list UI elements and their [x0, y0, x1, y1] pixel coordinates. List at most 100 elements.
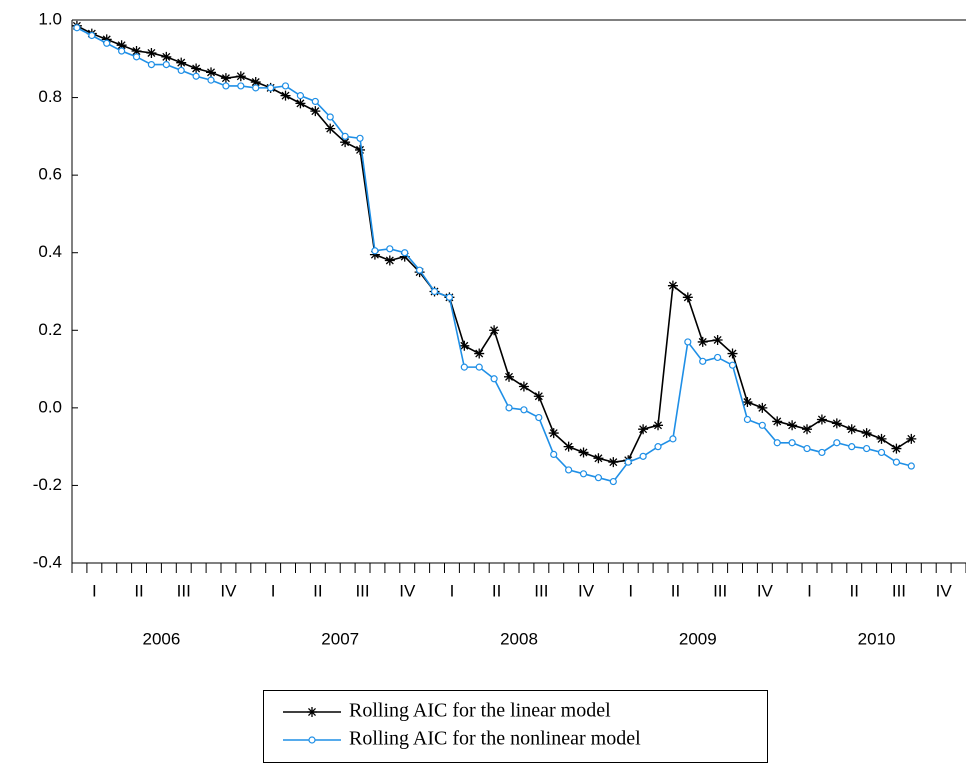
- data-point: [386, 245, 394, 253]
- data-point: [773, 439, 781, 447]
- data-point: [281, 82, 290, 90]
- data-point: [848, 443, 856, 451]
- data-point: [237, 82, 245, 90]
- legend-label: Rolling AIC for the nonlinear model: [349, 728, 641, 750]
- data-point: [460, 363, 468, 371]
- quarter-label: IV: [936, 581, 953, 600]
- data-point: [356, 134, 364, 142]
- data-point: [459, 340, 470, 351]
- data-point: [757, 402, 768, 413]
- data-point: [101, 34, 112, 45]
- year-label: 2007: [321, 629, 359, 648]
- data-point: [116, 40, 127, 51]
- data-point: [876, 433, 887, 444]
- data-point: [280, 90, 291, 101]
- data-point: [132, 53, 141, 61]
- quarter-label: I: [450, 581, 455, 600]
- data-point: [802, 424, 813, 435]
- data-point: [803, 444, 811, 453]
- data-point: [177, 66, 185, 75]
- data-point: [474, 348, 485, 359]
- data-point: [371, 247, 379, 255]
- data-point: [787, 420, 798, 431]
- data-point: [907, 462, 915, 470]
- data-point: [727, 348, 738, 359]
- data-point: [445, 293, 454, 301]
- data-point: [638, 424, 649, 435]
- data-point: [162, 61, 170, 69]
- quarter-label: IV: [399, 581, 416, 600]
- data-point: [579, 470, 588, 478]
- data-point: [326, 113, 334, 121]
- data-point: [906, 433, 917, 444]
- data-point: [594, 474, 603, 482]
- data-point: [518, 381, 529, 392]
- data-point: [608, 457, 619, 468]
- quarter-label: II: [850, 581, 859, 600]
- legend-marker: [308, 736, 316, 744]
- y-tick-label: 0.0: [38, 397, 62, 416]
- data-point: [401, 249, 409, 257]
- data-point: [861, 428, 872, 439]
- data-point: [220, 73, 231, 84]
- legend-box: [263, 690, 768, 763]
- quarter-label: IV: [757, 581, 774, 600]
- quarter-label: III: [177, 581, 191, 600]
- data-point: [654, 443, 662, 451]
- data-point: [712, 334, 723, 345]
- quarter-label: II: [492, 581, 501, 600]
- year-label: 2006: [142, 629, 180, 648]
- data-point: [624, 458, 632, 466]
- data-point: [728, 361, 737, 369]
- data-point: [489, 325, 500, 336]
- data-point: [192, 72, 200, 80]
- data-point: [550, 450, 558, 458]
- data-point: [504, 371, 515, 382]
- data-point: [639, 452, 647, 460]
- data-point: [682, 292, 693, 303]
- data-point: [118, 47, 126, 55]
- quarter-label: III: [892, 581, 906, 600]
- data-point: [310, 106, 321, 117]
- legend-marker: [307, 707, 317, 717]
- data-point: [788, 439, 796, 447]
- quarter-label: II: [313, 581, 322, 600]
- data-point: [535, 413, 543, 422]
- data-point: [520, 406, 528, 414]
- data-point: [252, 84, 260, 92]
- data-point: [325, 123, 336, 134]
- quarter-label: IV: [220, 581, 237, 600]
- y-tick-label: -0.4: [33, 552, 62, 571]
- data-point: [891, 443, 902, 454]
- data-point: [399, 251, 410, 262]
- data-point: [831, 418, 842, 429]
- data-point: [846, 424, 857, 435]
- data-point: [267, 84, 275, 92]
- quarter-label: III: [713, 581, 727, 600]
- data-point: [669, 435, 677, 443]
- data-point: [207, 76, 215, 84]
- y-tick-label: -0.2: [33, 475, 62, 494]
- data-point: [563, 441, 574, 452]
- quarter-label: I: [807, 581, 812, 600]
- data-point: [206, 67, 217, 78]
- data-point: [892, 458, 901, 466]
- data-point: [131, 46, 142, 57]
- data-point: [235, 71, 246, 82]
- data-point: [73, 24, 81, 32]
- data-point: [490, 375, 498, 383]
- y-tick-label: 0.8: [38, 87, 62, 106]
- series-line: [76, 25, 912, 463]
- data-point: [430, 287, 439, 296]
- data-point: [505, 404, 513, 412]
- data-point: [295, 98, 306, 109]
- data-point: [296, 92, 305, 100]
- data-point: [88, 31, 96, 40]
- y-tick-label: 1.0: [38, 9, 62, 28]
- quarter-label: I: [92, 581, 97, 600]
- y-tick-label: 0.2: [38, 320, 62, 339]
- data-point: [340, 137, 351, 148]
- quarter-label: IV: [578, 581, 595, 600]
- data-point: [565, 466, 573, 474]
- data-point: [416, 266, 424, 274]
